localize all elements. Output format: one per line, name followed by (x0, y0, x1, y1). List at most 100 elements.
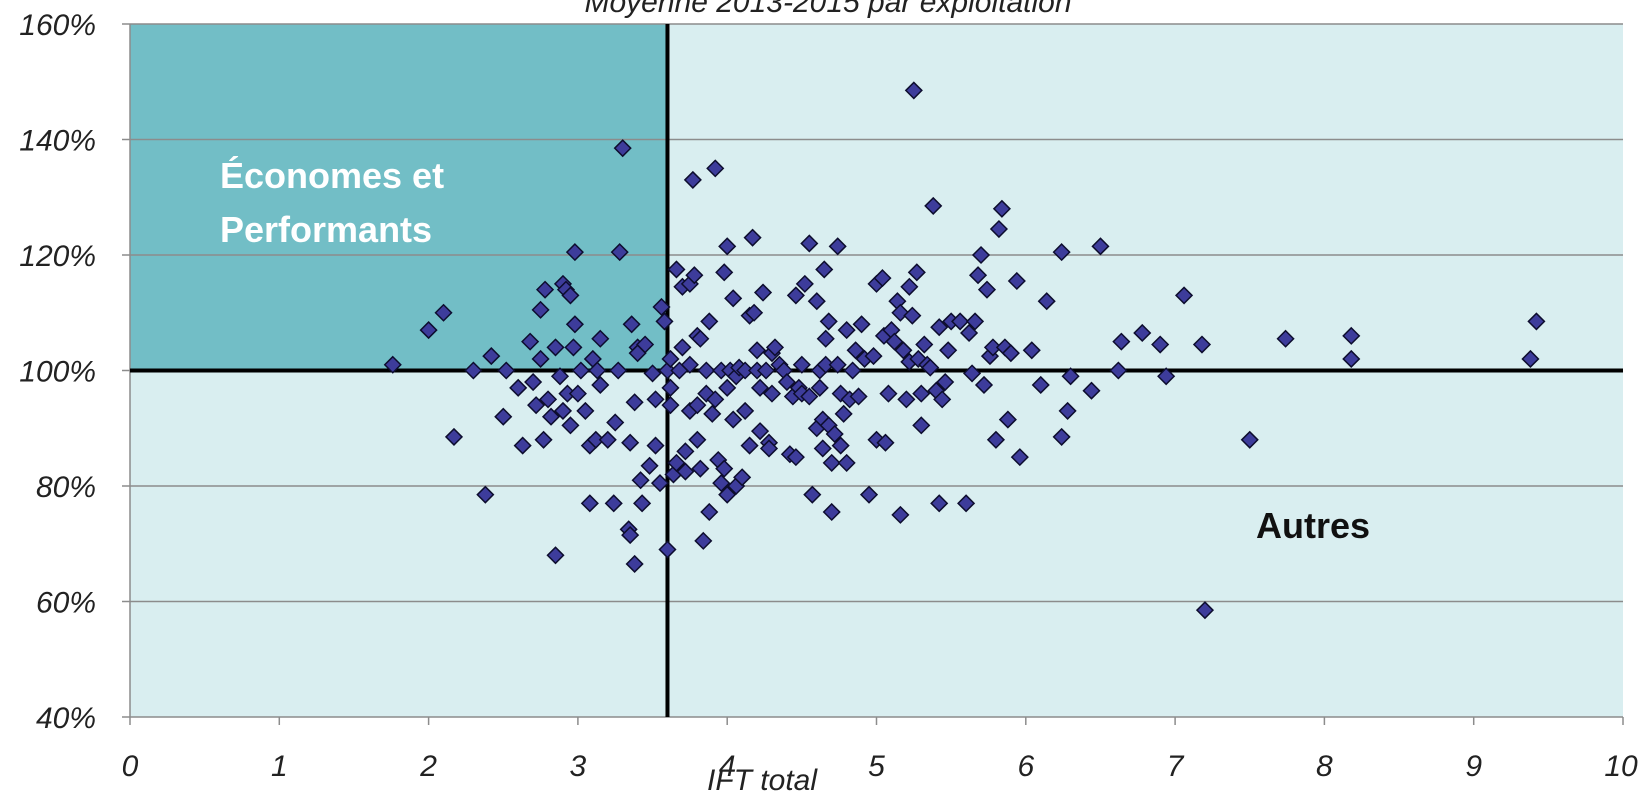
data-point (482, 347, 501, 366)
data-point (1061, 367, 1080, 386)
data-point (383, 355, 402, 374)
data-point (1527, 312, 1546, 331)
data-point (756, 361, 776, 380)
data-point (661, 396, 680, 415)
data-point (685, 266, 704, 285)
data-point (912, 416, 931, 435)
data-point (968, 266, 988, 285)
y-tick-label: 140% (19, 125, 96, 158)
data-point (900, 277, 919, 296)
data-point (621, 526, 640, 545)
data-point (646, 436, 665, 455)
data-point (759, 439, 779, 458)
data-point (762, 384, 782, 403)
data-point (983, 338, 1003, 357)
data-point (849, 387, 868, 406)
data-point (565, 315, 584, 334)
data-point (667, 453, 686, 472)
x-tick-label: 6 (1017, 750, 1034, 783)
data-point (822, 502, 841, 522)
data-point (691, 459, 710, 478)
data-point (852, 315, 871, 334)
data-point (1022, 341, 1041, 360)
data-point (538, 390, 558, 409)
data-point (683, 170, 702, 189)
data-point (609, 361, 628, 380)
zone-label-others: Autres (1256, 505, 1370, 546)
data-point (643, 364, 662, 383)
data-point (933, 390, 952, 409)
data-point (1342, 326, 1361, 345)
data-point (715, 263, 734, 282)
data-point (1058, 401, 1077, 420)
data-point (1192, 335, 1212, 354)
data-point (591, 329, 610, 348)
data-point (810, 378, 829, 397)
data-point (586, 430, 605, 449)
data-point (444, 427, 464, 446)
x-tick-label: 1 (271, 750, 288, 783)
data-point (419, 321, 438, 340)
data-point (676, 442, 695, 461)
data-point (974, 375, 994, 394)
data-point (633, 494, 652, 513)
data-point (765, 338, 785, 357)
data-point (930, 494, 949, 513)
data-point (1174, 286, 1194, 305)
data-point (541, 407, 561, 426)
data-point (553, 401, 573, 420)
data-point (691, 329, 710, 348)
data-point (939, 341, 958, 360)
data-point (640, 456, 659, 475)
data-point (434, 303, 453, 322)
x-tick-label: 3 (570, 750, 587, 783)
data-point (912, 384, 931, 403)
x-tick-label: 10 (1604, 750, 1638, 783)
data-point (550, 367, 570, 386)
data-point (568, 384, 587, 403)
data-point (1133, 323, 1152, 343)
data-point (924, 196, 943, 215)
data-point (509, 378, 528, 397)
data-point (897, 390, 916, 409)
data-point (561, 416, 580, 435)
data-point (718, 378, 737, 397)
data-point (807, 292, 826, 311)
data-point (1157, 367, 1176, 386)
data-point (740, 436, 759, 455)
data-point (546, 338, 565, 357)
x-tick-label: 5 (868, 750, 885, 783)
data-point (837, 321, 856, 340)
data-point (724, 410, 743, 429)
data-point (650, 474, 670, 493)
y-tick-label: 60% (36, 587, 96, 620)
data-point (747, 341, 767, 360)
data-point (494, 407, 513, 426)
data-point (816, 329, 835, 348)
y-tick-label: 40% (36, 702, 96, 735)
data-point (834, 404, 853, 423)
data-point (1109, 361, 1128, 380)
data-point (750, 378, 770, 397)
data-point (843, 361, 862, 380)
data-point (661, 349, 680, 369)
data-points (383, 81, 1546, 620)
data-point (718, 237, 737, 256)
data-point (588, 361, 607, 380)
data-point (777, 372, 796, 392)
data-point (786, 286, 805, 305)
data-point (706, 159, 725, 178)
data-point (1082, 381, 1101, 400)
data-point (786, 448, 805, 467)
data-point (750, 422, 770, 441)
data-point (828, 237, 847, 256)
data-point (1195, 601, 1215, 620)
data-point (1031, 375, 1050, 394)
data-point (521, 332, 540, 351)
data-point (962, 364, 982, 383)
data-point (1052, 427, 1071, 446)
data-point (591, 375, 610, 394)
data-point (527, 396, 546, 415)
data-point (1007, 271, 1026, 291)
data-point (655, 312, 674, 331)
